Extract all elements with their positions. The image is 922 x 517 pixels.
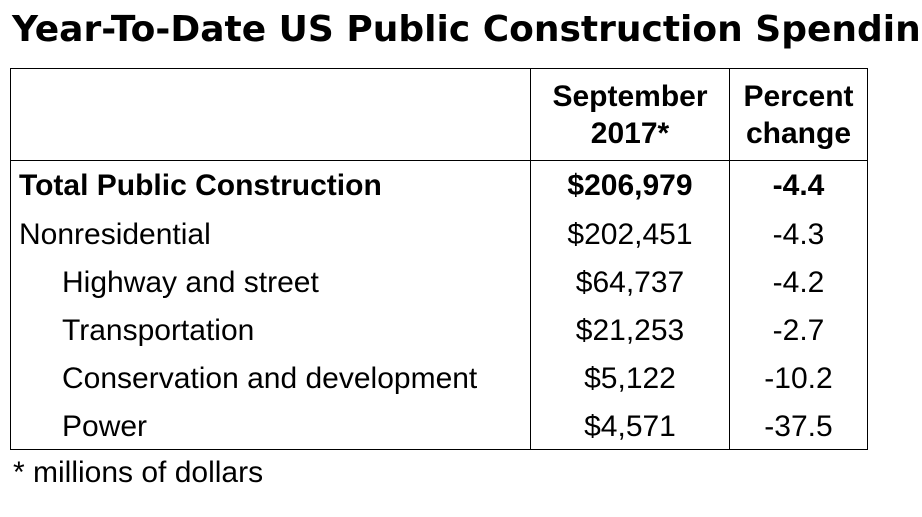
table-row: Transportation $21,253 -2.7 — [11, 307, 867, 355]
row-percent: -37.5 — [764, 410, 833, 443]
row-percent: -4.4 — [772, 169, 825, 202]
row-label: Nonresidential — [19, 218, 211, 251]
row-value: $206,979 — [567, 169, 693, 202]
header-pct-line2: change — [745, 116, 852, 150]
table-row-total: Total Public Construction $206,979 -4.4 — [11, 161, 867, 211]
footnote: * millions of dollars — [13, 456, 264, 489]
row-label: Highway and street — [62, 266, 319, 299]
header-value-line2: 2017* — [590, 116, 670, 150]
row-value: $64,737 — [575, 266, 685, 299]
header-percent-change: Percent change — [730, 69, 867, 160]
header-pct-line1: Percent — [743, 79, 854, 113]
row-label: Total Public Construction — [19, 169, 382, 202]
column-divider — [729, 69, 730, 449]
table-body: Total Public Construction $206,979 -4.4 … — [11, 161, 867, 451]
column-divider — [530, 69, 531, 449]
page-title: Year-To-Date US Public Construction Spen… — [12, 9, 922, 50]
row-value: $5,122 — [584, 362, 676, 395]
row-label: Power — [62, 410, 148, 443]
table-row: Power $4,571 -37.5 — [11, 403, 867, 451]
spending-table: September 2017* Percent change Total Pub… — [10, 68, 868, 450]
row-label: Transportation — [62, 314, 255, 347]
header-september-2017: September 2017* — [531, 69, 729, 160]
table-header: September 2017* Percent change — [11, 69, 867, 161]
row-percent: -4.3 — [772, 218, 825, 251]
row-percent: -4.2 — [772, 266, 825, 299]
row-label: Conservation and development — [62, 362, 478, 395]
row-percent: -2.7 — [772, 314, 825, 347]
row-value: $4,571 — [584, 410, 676, 443]
table-row: Highway and street $64,737 -4.2 — [11, 259, 867, 307]
row-value: $21,253 — [575, 314, 685, 347]
row-value: $202,451 — [567, 218, 693, 251]
header-value-line1: September — [552, 79, 708, 113]
row-percent: -10.2 — [764, 362, 833, 395]
table-row: Nonresidential $202,451 -4.3 — [11, 211, 867, 259]
table-row: Conservation and development $5,122 -10.… — [11, 355, 867, 403]
